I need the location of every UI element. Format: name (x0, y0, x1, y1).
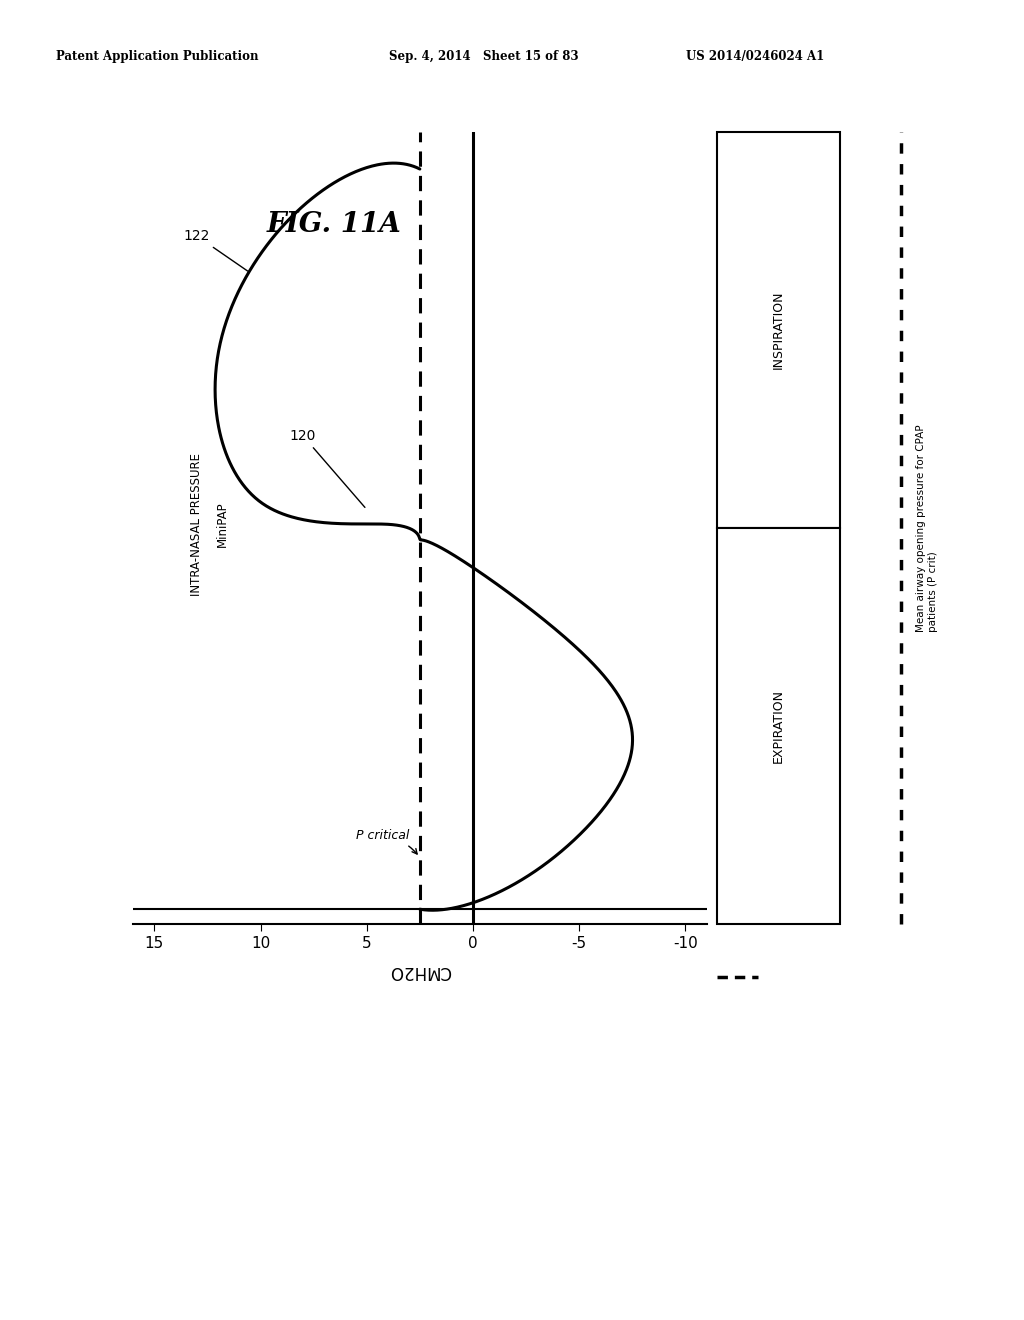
X-axis label: CMH2O: CMH2O (389, 962, 451, 979)
Text: 120: 120 (290, 429, 365, 507)
Text: Patent Application Publication: Patent Application Publication (56, 50, 259, 63)
Text: Sep. 4, 2014   Sheet 15 of 83: Sep. 4, 2014 Sheet 15 of 83 (389, 50, 579, 63)
Text: P critical: P critical (356, 829, 417, 854)
Text: EXPIRATION: EXPIRATION (772, 689, 784, 763)
Text: 122: 122 (183, 230, 248, 271)
Text: MiniPAP: MiniPAP (216, 502, 228, 546)
Text: INSPIRATION: INSPIRATION (772, 290, 784, 370)
Text: INTRA-NASAL PRESSURE: INTRA-NASAL PRESSURE (190, 453, 204, 595)
Text: FIG. 11A: FIG. 11A (266, 211, 401, 238)
Text: Mean airway opening pressure for CPAP
patients (P crit): Mean airway opening pressure for CPAP pa… (916, 424, 938, 632)
Text: US 2014/0246024 A1: US 2014/0246024 A1 (686, 50, 824, 63)
